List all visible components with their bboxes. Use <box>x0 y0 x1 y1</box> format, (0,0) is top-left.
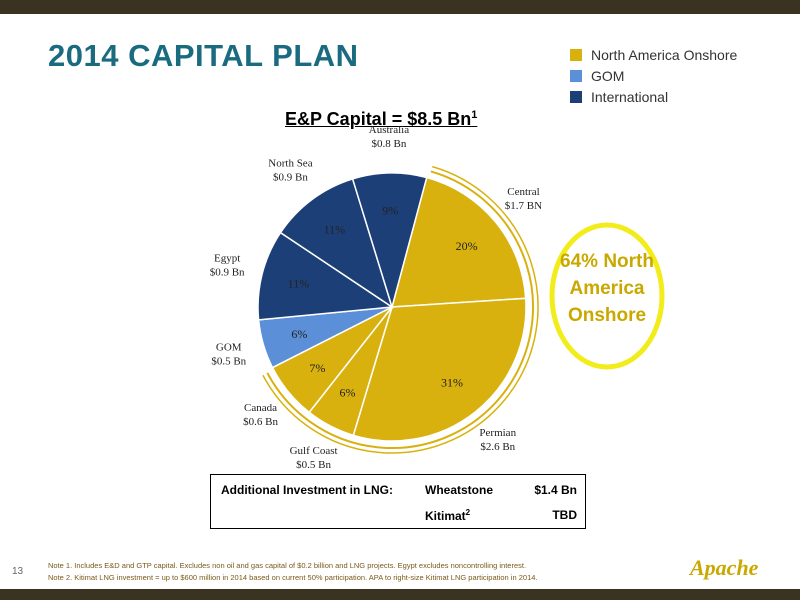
slice-pct-label: 11% <box>288 276 310 290</box>
callout-line: America <box>569 278 645 299</box>
slice-amount-label: $0.9 Bn <box>273 172 308 184</box>
legend-label: North America Onshore <box>591 46 738 63</box>
lng-project: Kitimat2 <box>425 508 470 523</box>
lng-value: $1.4 Bn <box>534 483 577 497</box>
pie-slices <box>257 172 527 442</box>
slice-amount-label: $0.6 Bn <box>243 416 278 428</box>
legend-swatch <box>570 69 582 82</box>
pie-slice-north-sea <box>279 177 394 309</box>
chart-title-footnote: 1 <box>471 109 478 121</box>
slice-name-label: Central <box>507 186 539 198</box>
page-number: 13 <box>12 566 24 577</box>
slice-pct-label: 6% <box>291 327 307 341</box>
bracket-arc <box>266 170 534 449</box>
lng-investment-table: Additional Investment in LNG: Wheatstone… <box>210 474 586 529</box>
table-row: Additional Investment in LNG: Wheatstone… <box>211 483 585 503</box>
slice-amount-label: $1.7 BN <box>505 200 542 212</box>
chart-title: E&P Capital = $8.5 Bn1 <box>285 109 477 130</box>
slice-pct-label: 6% <box>339 386 355 400</box>
legend-item-international: International <box>570 86 737 107</box>
slice-pct-label: 11% <box>324 223 346 237</box>
pie-labels: 20% Central $1.7 BN 31% Permian $2.6 Bn 6% Gulf… <box>210 124 542 471</box>
slice-name-label: Australia <box>369 124 409 136</box>
bottom-bar <box>0 589 800 600</box>
lng-project-name: Kitimat <box>425 509 466 523</box>
slice-amount-label: $0.9 Bn <box>210 267 245 279</box>
north-america-bracket <box>262 165 539 454</box>
lng-project-footnote: 2 <box>465 508 471 517</box>
legend-label: International <box>591 88 669 105</box>
slice-name-label: North Sea <box>268 158 312 170</box>
legend-swatch <box>570 48 582 61</box>
pie-slice-australia <box>351 172 428 310</box>
bracket-arc-outer <box>262 165 539 454</box>
chart-title-text: E&P Capital = $8.5 Bn <box>285 109 472 129</box>
pie-slice-central <box>391 176 527 308</box>
legend: North America Onshore GOM International <box>570 44 737 107</box>
slice-amount-label: $0.5 Bn <box>296 459 331 471</box>
callout-line: 64% North <box>560 251 654 272</box>
slice-name-label: Gulf Coast <box>290 445 338 457</box>
lng-header: Additional Investment in LNG: <box>221 483 394 497</box>
lng-project: Wheatstone <box>425 483 494 497</box>
table-row: Kitimat2 TBD <box>211 508 585 528</box>
legend-item-gom: GOM <box>570 65 737 86</box>
legend-item-north-america: North America Onshore <box>570 44 737 65</box>
footnotes: Note 1. Includes E&D and GTP capital. Ex… <box>48 560 538 584</box>
slice-name-label: Egypt <box>214 253 240 265</box>
callout-line: Onshore <box>567 305 647 326</box>
slice-pct-label: 7% <box>309 361 325 375</box>
slice-pct-label: 20% <box>456 239 478 253</box>
footnote: Note 1. Includes E&D and GTP capital. Ex… <box>48 561 527 570</box>
apache-logo: Apache <box>690 555 759 580</box>
slice-name-label: GOM <box>216 341 242 353</box>
slice-pct-label: 9% <box>382 204 398 218</box>
slice-name-label: Permian <box>479 427 516 439</box>
callout-ellipse <box>549 222 665 370</box>
pie-slice-egypt <box>257 231 395 321</box>
lng-value: TBD <box>552 508 577 522</box>
legend-label: GOM <box>591 67 625 84</box>
slice-amount-label: $2.6 Bn <box>480 441 515 453</box>
page-title: 2014 CAPITAL PLAN <box>48 38 359 73</box>
slice-amount-label: $0.5 Bn <box>211 355 246 367</box>
slice-amount-label: $0.8 Bn <box>371 138 406 150</box>
pie-slice-permian <box>352 297 527 442</box>
footnote: Note 2. Kitimat LNG investment = up to $… <box>48 573 538 582</box>
slice-name-label: Canada <box>244 402 277 414</box>
top-bar <box>0 0 800 14</box>
legend-swatch <box>570 90 582 103</box>
slice-pct-label: 31% <box>441 376 463 390</box>
callout-north-america: 64% North America Onshore <box>553 248 661 329</box>
